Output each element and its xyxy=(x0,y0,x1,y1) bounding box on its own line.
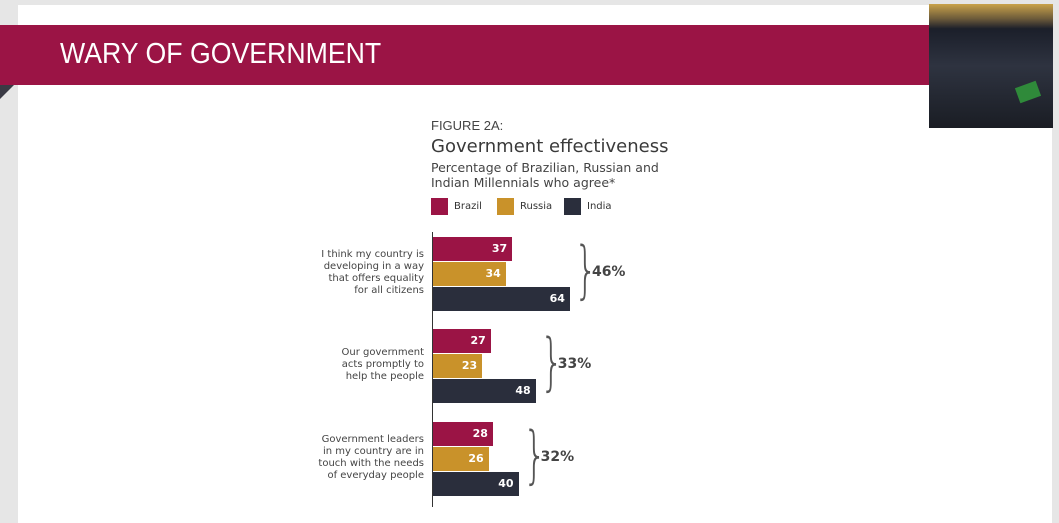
bar-value-label: 40 xyxy=(498,477,514,490)
chart-title: Government effectiveness xyxy=(431,136,669,157)
legend-item-india: India xyxy=(564,198,612,215)
bar-value-label: 48 xyxy=(515,384,531,397)
bar-russia: 26 xyxy=(433,447,489,471)
bar-value-label: 64 xyxy=(549,292,565,305)
bar-value-label: 28 xyxy=(472,427,488,440)
group-total: 32% xyxy=(540,449,575,465)
page xyxy=(18,5,1052,523)
bar-value-label: 34 xyxy=(485,267,501,280)
legend-label: India xyxy=(587,201,612,212)
group-total: 46% xyxy=(591,264,626,280)
crowd-photo xyxy=(929,4,1053,128)
banner-fold xyxy=(0,85,14,99)
bar-india: 48 xyxy=(433,379,536,403)
bar-brazil: 27 xyxy=(433,329,491,353)
figure-label: FIGURE 2A: xyxy=(431,118,504,133)
bar-russia: 34 xyxy=(433,262,506,286)
category-label: Government leaders in my country are in … xyxy=(318,434,424,481)
page-title: WARY OF GOVERNMENT xyxy=(60,38,382,70)
legend-label: Brazil xyxy=(454,201,482,212)
bar-value-label: 27 xyxy=(470,334,486,347)
bar-india: 40 xyxy=(433,472,519,496)
category-label: Our government acts promptly to help the… xyxy=(341,347,424,382)
bar-brazil: 37 xyxy=(433,237,513,261)
legend-swatch xyxy=(564,198,581,215)
legend-item-russia: Russia xyxy=(497,198,552,215)
bar-russia: 23 xyxy=(433,354,483,378)
bracket: } xyxy=(539,325,564,398)
legend-swatch xyxy=(431,198,448,215)
y-axis xyxy=(432,232,433,507)
bar-value-label: 37 xyxy=(491,242,508,255)
chart-subtitle: Percentage of Brazilian, Russian and Ind… xyxy=(431,160,659,190)
bar-value-label: 23 xyxy=(461,359,478,372)
bracket: } xyxy=(573,233,598,306)
legend-item-brazil: Brazil xyxy=(431,198,482,215)
legend-label: Russia xyxy=(520,201,553,212)
bar-brazil: 28 xyxy=(433,422,493,446)
bar-value-label: 26 xyxy=(468,452,484,465)
bar-india: 64 xyxy=(433,287,570,311)
title-banner xyxy=(0,25,930,85)
bracket: } xyxy=(522,418,547,491)
legend-swatch xyxy=(497,198,514,215)
group-total: 33% xyxy=(557,356,592,372)
category-label: I think my country is developing in a wa… xyxy=(321,249,424,296)
